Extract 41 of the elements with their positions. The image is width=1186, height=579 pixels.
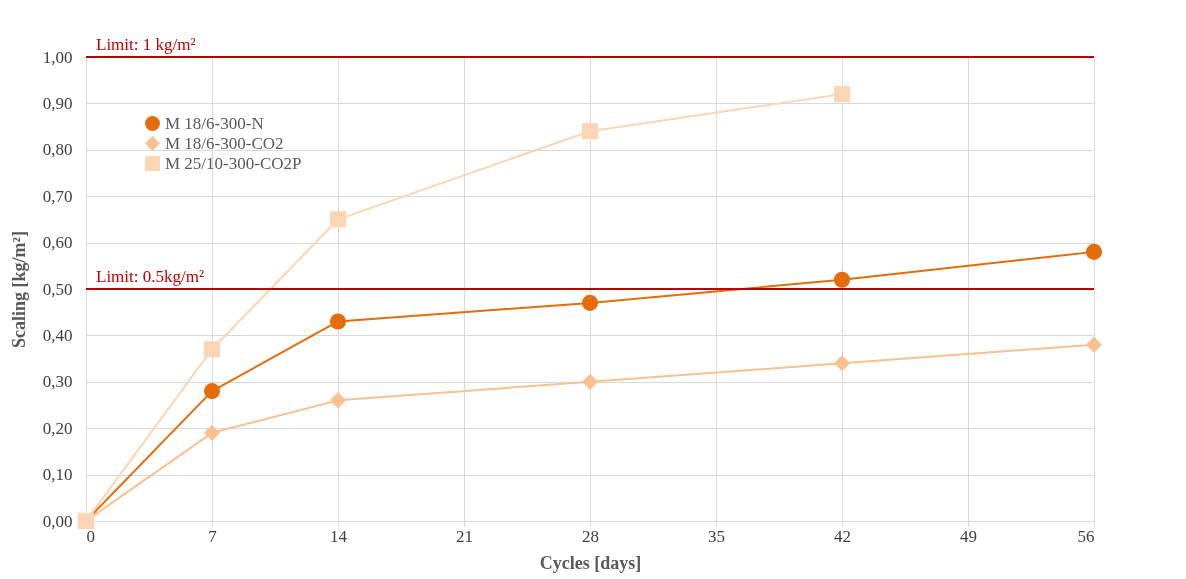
point xyxy=(329,392,347,409)
y-tick-label: 0,10 xyxy=(42,465,73,485)
point xyxy=(329,313,347,330)
x-tick-label: 0 xyxy=(86,526,95,546)
y-tick-label: 0,80 xyxy=(42,140,73,160)
x-tick-label: 42 xyxy=(834,526,851,546)
y-tick-label: 0,90 xyxy=(42,93,73,113)
y-tick-label: 0,20 xyxy=(42,418,73,438)
point xyxy=(1085,336,1103,353)
x-tick-label: 14 xyxy=(330,526,348,546)
y-tick-label: 0,40 xyxy=(42,325,73,345)
y-tick-label: 0,70 xyxy=(42,186,73,206)
x-tick-label: 28 xyxy=(582,526,599,546)
ref-line-label: Limit: 1 kg/m² xyxy=(96,35,196,54)
x-tick-label: 35 xyxy=(708,526,725,546)
y-tick-label: 0,00 xyxy=(42,511,73,531)
point xyxy=(833,86,851,103)
point xyxy=(833,355,851,372)
y-axis-title: Scaling [kg/m²] xyxy=(8,231,29,348)
point xyxy=(581,123,599,140)
y-tick-label: 0,30 xyxy=(42,372,73,392)
point xyxy=(833,271,851,288)
point xyxy=(203,341,221,358)
x-axis-title: Cycles [days] xyxy=(539,552,642,573)
point xyxy=(581,294,599,311)
y-tick-label: 1,00 xyxy=(42,47,73,67)
legend-label: M 25/10-300-CO2P xyxy=(165,153,302,173)
point xyxy=(203,383,221,400)
x-tick-label: 7 xyxy=(208,526,218,546)
x-tick-label: 21 xyxy=(456,526,473,546)
x-tick-label: 49 xyxy=(960,526,977,546)
point xyxy=(203,424,221,441)
x-tick-label: 56 xyxy=(1077,526,1095,546)
legend-label: M 18/6-300-N xyxy=(165,113,264,133)
y-tick-label: 0,50 xyxy=(42,279,73,299)
point xyxy=(581,373,599,390)
point xyxy=(329,211,347,228)
point xyxy=(1085,243,1103,260)
ref-line-label: Limit: 0.5kg/m² xyxy=(96,267,205,286)
y-tick-label: 0,60 xyxy=(42,233,73,253)
legend-label: M 18/6-300-CO2 xyxy=(165,133,284,153)
